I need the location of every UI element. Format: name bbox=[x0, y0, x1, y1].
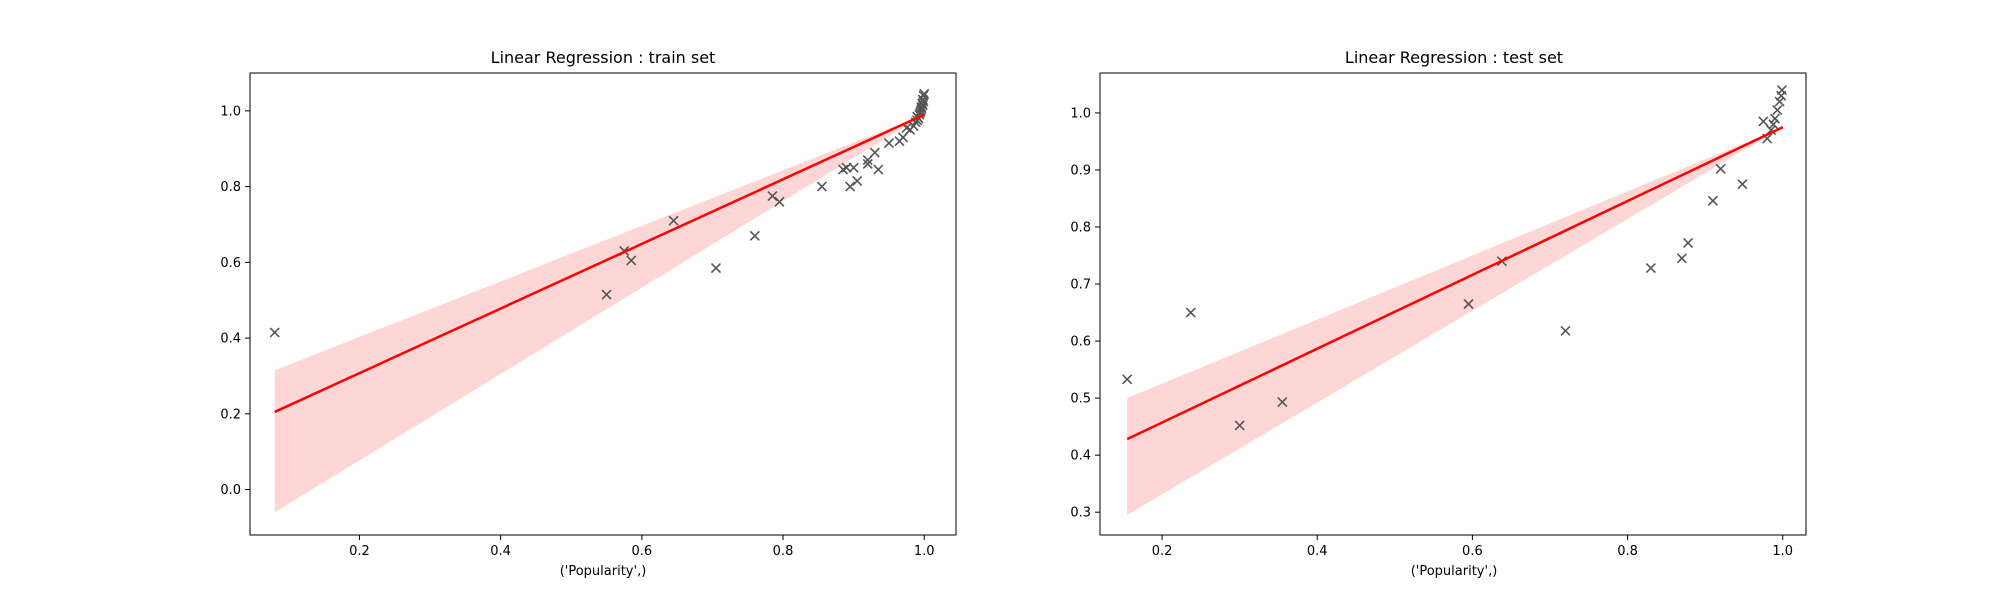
test-y-tick-label: 1.0 bbox=[1070, 106, 1091, 121]
train-y-tick-label: 1.0 bbox=[220, 104, 241, 119]
train-data-point bbox=[869, 147, 880, 158]
train-x-tick-label: 0.6 bbox=[631, 544, 652, 559]
test-data-point bbox=[1676, 253, 1687, 264]
train-regression-line bbox=[274, 113, 925, 414]
test-x-tick-label: 1.0 bbox=[1772, 544, 1793, 559]
train-x-axis-label: ('Popularity',) bbox=[560, 564, 647, 579]
train-y-tick-label: 0.8 bbox=[220, 180, 241, 195]
train-data-point bbox=[767, 191, 778, 202]
test-data-point bbox=[1769, 113, 1781, 124]
train-data-point bbox=[601, 289, 612, 300]
train-data-point bbox=[852, 175, 863, 186]
test-regression-line bbox=[1126, 126, 1784, 441]
train-y-tick-label: 0.6 bbox=[220, 256, 241, 271]
test-data-point bbox=[1463, 298, 1474, 310]
test-chart-title: Linear Regression : test set bbox=[1345, 48, 1563, 67]
train-data-point bbox=[862, 158, 873, 169]
test-x-tick-label: 0.8 bbox=[1617, 544, 1638, 559]
train-x-tick-label: 1.0 bbox=[914, 544, 935, 559]
test-data-point bbox=[1707, 195, 1718, 206]
test-confidence-band bbox=[1127, 127, 1783, 516]
test-data-point bbox=[1122, 374, 1133, 385]
test-data-point bbox=[1277, 397, 1288, 408]
test-x-axis-label: ('Popularity',) bbox=[1411, 564, 1498, 579]
test-x-tick-label: 0.4 bbox=[1307, 544, 1328, 559]
train-y-tick-label: 0.4 bbox=[220, 332, 241, 347]
train-data-point bbox=[918, 96, 929, 107]
train-data-point bbox=[816, 181, 827, 192]
train-chart-title: Linear Regression : train set bbox=[491, 48, 716, 67]
test-axes-frame bbox=[1099, 72, 1807, 536]
train-x-tick-label: 0.2 bbox=[349, 544, 370, 559]
train-data-point bbox=[749, 230, 760, 241]
train-x-tick-label: 0.4 bbox=[490, 544, 511, 559]
test-x-tick-label: 0.6 bbox=[1462, 544, 1483, 559]
train-y-tick-label: 0.0 bbox=[220, 483, 241, 498]
test-data-point bbox=[1776, 85, 1788, 96]
train-data-point bbox=[845, 181, 856, 192]
test-y-tick-label: 0.6 bbox=[1070, 335, 1091, 350]
test-data-point bbox=[1683, 237, 1694, 249]
test-y-tick-label: 0.5 bbox=[1070, 392, 1091, 407]
test-data-point bbox=[1768, 119, 1779, 130]
train-set-panel: Linear Regression : train set ('Populari… bbox=[220, 48, 957, 579]
test-data-point bbox=[1772, 105, 1783, 116]
train-data-point bbox=[626, 255, 637, 266]
train-data-point bbox=[774, 196, 785, 207]
test-y-tick-label: 0.7 bbox=[1070, 278, 1091, 293]
test-data-point bbox=[1715, 163, 1726, 174]
test-set-panel: Linear Regression : test set ('Popularit… bbox=[1070, 48, 1807, 579]
train-y-tick-label: 0.2 bbox=[220, 407, 241, 422]
train-data-point bbox=[873, 164, 884, 175]
test-y-tick-label: 0.3 bbox=[1070, 506, 1091, 521]
train-data-point bbox=[848, 162, 859, 173]
test-data-point bbox=[1645, 263, 1656, 274]
test-data-point bbox=[1774, 96, 1785, 107]
test-data-point bbox=[1560, 325, 1571, 336]
test-data-point bbox=[1234, 420, 1245, 431]
train-confidence-band bbox=[274, 114, 925, 513]
test-data-point bbox=[1737, 179, 1748, 190]
train-x-tick-label: 0.8 bbox=[773, 544, 794, 559]
test-data-point bbox=[1758, 116, 1769, 127]
train-axes-frame bbox=[249, 72, 957, 536]
train-data-point bbox=[710, 262, 722, 274]
test-y-tick-label: 0.8 bbox=[1070, 221, 1091, 236]
test-x-tick-label: 0.2 bbox=[1152, 544, 1173, 559]
train-data-point bbox=[917, 100, 928, 111]
train-data-point bbox=[894, 136, 905, 147]
train-data-point bbox=[668, 215, 679, 226]
train-data-point bbox=[269, 327, 280, 338]
test-y-tick-label: 0.9 bbox=[1070, 163, 1091, 178]
test-y-tick-label: 0.4 bbox=[1070, 449, 1091, 464]
test-data-point bbox=[1185, 307, 1196, 318]
train-data-point bbox=[883, 137, 894, 149]
